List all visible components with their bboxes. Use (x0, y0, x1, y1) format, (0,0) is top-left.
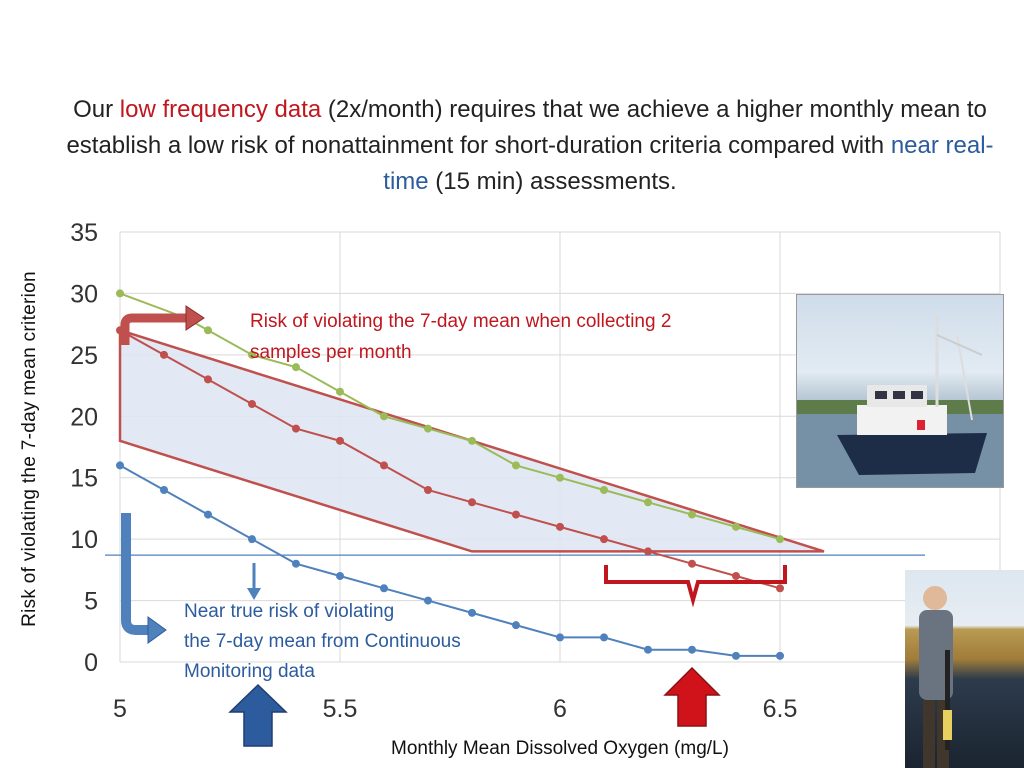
data-point (776, 584, 784, 593)
data-point (248, 535, 256, 544)
data-point (160, 350, 168, 359)
data-point (468, 608, 476, 617)
data-point (688, 559, 696, 568)
y-tick-label: 35 (70, 219, 98, 247)
y-tick-label: 0 (84, 649, 98, 677)
red-bent-arrow (120, 313, 188, 345)
data-point (336, 436, 344, 445)
y-tick-label: 30 (70, 280, 98, 308)
data-point (600, 633, 608, 642)
y-tick-label: 10 (70, 526, 98, 554)
data-point (732, 572, 740, 580)
data-point (468, 436, 476, 445)
x-axis-label: Monthly Mean Dissolved Oxygen (mg/L) (391, 738, 729, 759)
data-point (424, 596, 432, 605)
data-point (556, 522, 564, 531)
slide-title: Our low frequency data (2x/month) requir… (66, 96, 994, 195)
blue-arrow-head (147, 616, 167, 644)
data-point (380, 461, 388, 470)
data-point (204, 326, 212, 335)
blue-annotation: Near true risk of violating the 7-day mea… (184, 601, 461, 682)
data-point (116, 289, 124, 298)
data-point (380, 584, 388, 593)
blue-bent-arrow (121, 513, 150, 635)
x-tick-label: 5 (113, 695, 127, 723)
data-point (468, 498, 476, 507)
data-point (292, 424, 300, 433)
data-point (204, 510, 212, 519)
low-frequency-highlight: low frequency data (119, 96, 322, 123)
near-real-time-highlight: near real-time (383, 132, 994, 195)
data-point (160, 486, 168, 494)
chart-series (116, 289, 784, 660)
data-point (424, 486, 432, 494)
annotation-shapes (120, 305, 787, 747)
data-point (600, 486, 608, 494)
data-point (248, 350, 256, 359)
data-point (248, 400, 256, 408)
data-point (644, 547, 652, 556)
data-point (600, 535, 608, 544)
data-point (380, 412, 388, 421)
data-point (116, 461, 124, 470)
data-point (732, 522, 740, 531)
data-point (688, 645, 696, 654)
data-point (776, 651, 784, 660)
red-up-arrow (663, 666, 721, 727)
data-point (204, 375, 212, 384)
data-point (556, 473, 564, 482)
series-line-2 (119, 464, 780, 657)
data-point (424, 424, 432, 433)
data-point (512, 621, 520, 630)
data-point (292, 363, 300, 372)
series-line-0 (119, 292, 781, 541)
data-point (732, 651, 740, 660)
data-point (336, 387, 344, 396)
data-point (776, 535, 784, 544)
y-tick-label: 25 (70, 342, 98, 370)
data-point (688, 510, 696, 519)
data-point (336, 572, 344, 580)
series-line-1 (119, 329, 781, 590)
x-tick-label: 6.5 (763, 695, 798, 723)
blue-up-arrow (228, 683, 288, 747)
y-tick-label: 20 (70, 403, 98, 431)
person-icon (919, 586, 953, 768)
red-arrow-head (185, 305, 205, 331)
y-tick-label: 5 (84, 588, 98, 616)
boat-photo (796, 294, 1004, 488)
data-point (512, 461, 520, 470)
data-point (644, 498, 652, 507)
y-tick-label: 15 (70, 465, 98, 493)
red-bracket (604, 565, 787, 608)
boat-icon (797, 315, 1003, 487)
field-person-photo (905, 570, 1024, 768)
data-point (556, 633, 564, 642)
x-tick-label: 5.5 (323, 695, 358, 723)
x-tick-label: 6 (553, 695, 567, 723)
data-point (292, 559, 300, 568)
small-down-arrow-head (247, 588, 261, 600)
data-point (644, 645, 652, 654)
red-annotation: Risk of violating the 7-day mean when co… (250, 311, 671, 363)
data-point (512, 510, 520, 519)
